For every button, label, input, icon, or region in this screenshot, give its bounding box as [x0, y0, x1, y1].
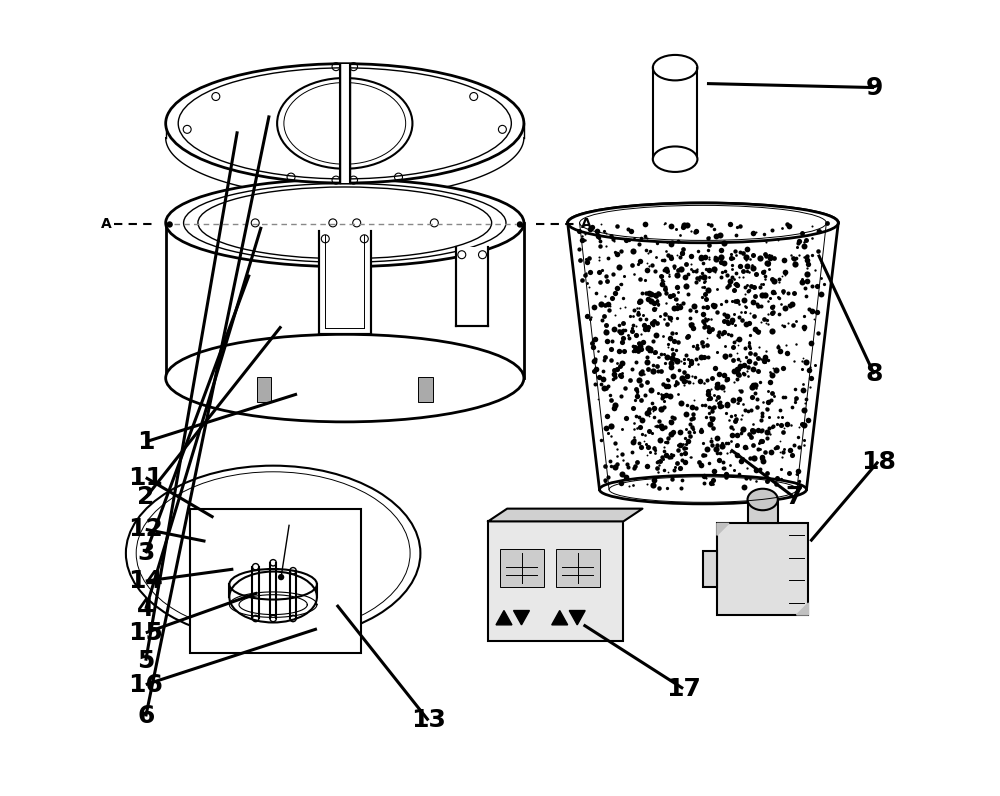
Text: 8: 8: [865, 362, 883, 386]
Ellipse shape: [166, 179, 524, 267]
Polygon shape: [569, 611, 585, 625]
Text: 11: 11: [128, 466, 163, 490]
Bar: [319, 231, 371, 334]
Polygon shape: [496, 611, 512, 625]
Polygon shape: [552, 611, 568, 625]
Circle shape: [278, 574, 284, 580]
Polygon shape: [568, 203, 838, 490]
Ellipse shape: [277, 78, 412, 169]
Circle shape: [166, 221, 173, 228]
Text: 14: 14: [128, 569, 163, 593]
Text: 1: 1: [137, 430, 155, 454]
Text: 4: 4: [137, 597, 154, 621]
Bar: [488, 521, 623, 641]
Text: 16: 16: [128, 673, 163, 696]
Polygon shape: [514, 611, 529, 625]
Text: 5: 5: [137, 649, 154, 673]
Text: 13: 13: [411, 708, 446, 732]
Bar: [257, 377, 271, 402]
Bar: [748, 500, 778, 524]
Bar: [717, 524, 808, 615]
Text: 17: 17: [666, 677, 701, 700]
Text: 3: 3: [137, 541, 154, 565]
Ellipse shape: [600, 475, 806, 504]
Text: 12: 12: [128, 517, 163, 541]
Polygon shape: [488, 509, 642, 521]
Text: A: A: [101, 217, 111, 232]
Bar: [340, 64, 350, 183]
Text: A: A: [581, 217, 591, 232]
Ellipse shape: [748, 489, 778, 510]
Ellipse shape: [166, 64, 524, 183]
Bar: [456, 247, 488, 326]
Text: 18: 18: [861, 450, 896, 474]
Polygon shape: [717, 524, 729, 536]
Ellipse shape: [568, 203, 838, 243]
Bar: [418, 377, 433, 402]
Ellipse shape: [198, 187, 492, 259]
Circle shape: [517, 221, 523, 228]
Bar: [703, 551, 717, 587]
Ellipse shape: [653, 146, 697, 172]
Text: 9: 9: [865, 76, 883, 100]
Text: 7: 7: [786, 486, 803, 509]
Bar: [556, 549, 600, 587]
Text: 6: 6: [137, 704, 154, 728]
Text: 2: 2: [137, 486, 154, 509]
Text: 15: 15: [128, 621, 163, 645]
Ellipse shape: [653, 55, 697, 80]
Bar: [190, 509, 361, 653]
Polygon shape: [797, 603, 808, 615]
Ellipse shape: [166, 334, 524, 422]
Bar: [500, 549, 544, 587]
